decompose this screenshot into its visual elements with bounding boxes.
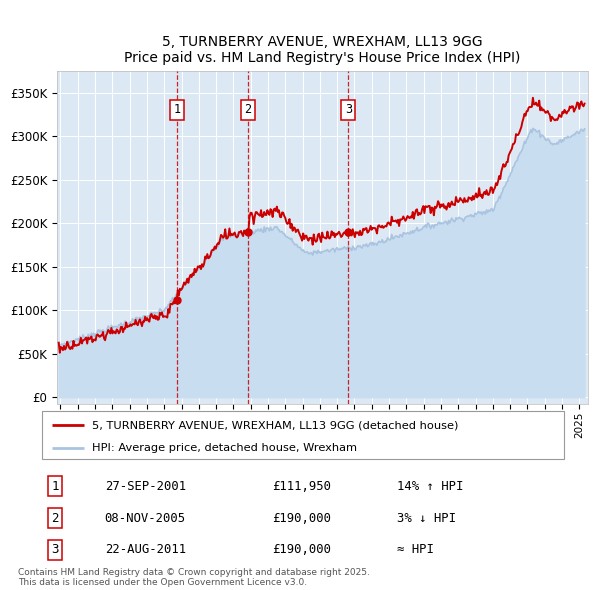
Text: £190,000: £190,000 (272, 543, 331, 556)
Text: 3% ↓ HPI: 3% ↓ HPI (397, 512, 456, 525)
Text: 2: 2 (52, 512, 59, 525)
Text: 2: 2 (245, 103, 251, 116)
Text: Contains HM Land Registry data © Crown copyright and database right 2025.
This d: Contains HM Land Registry data © Crown c… (18, 568, 370, 587)
Text: 14% ↑ HPI: 14% ↑ HPI (397, 480, 463, 493)
Text: 27-SEP-2001: 27-SEP-2001 (104, 480, 186, 493)
Title: 5, TURNBERRY AVENUE, WREXHAM, LL13 9GG
Price paid vs. HM Land Registry's House P: 5, TURNBERRY AVENUE, WREXHAM, LL13 9GG P… (124, 35, 521, 65)
Text: 22-AUG-2011: 22-AUG-2011 (104, 543, 186, 556)
Text: ≈ HPI: ≈ HPI (397, 543, 434, 556)
Text: 3: 3 (52, 543, 59, 556)
Text: 5, TURNBERRY AVENUE, WREXHAM, LL13 9GG (detached house): 5, TURNBERRY AVENUE, WREXHAM, LL13 9GG (… (92, 420, 458, 430)
Text: 08-NOV-2005: 08-NOV-2005 (104, 512, 186, 525)
Text: 1: 1 (173, 103, 181, 116)
Text: £190,000: £190,000 (272, 512, 331, 525)
Text: 3: 3 (345, 103, 352, 116)
Text: £111,950: £111,950 (272, 480, 331, 493)
Text: HPI: Average price, detached house, Wrexham: HPI: Average price, detached house, Wrex… (92, 443, 356, 453)
Text: 1: 1 (52, 480, 59, 493)
